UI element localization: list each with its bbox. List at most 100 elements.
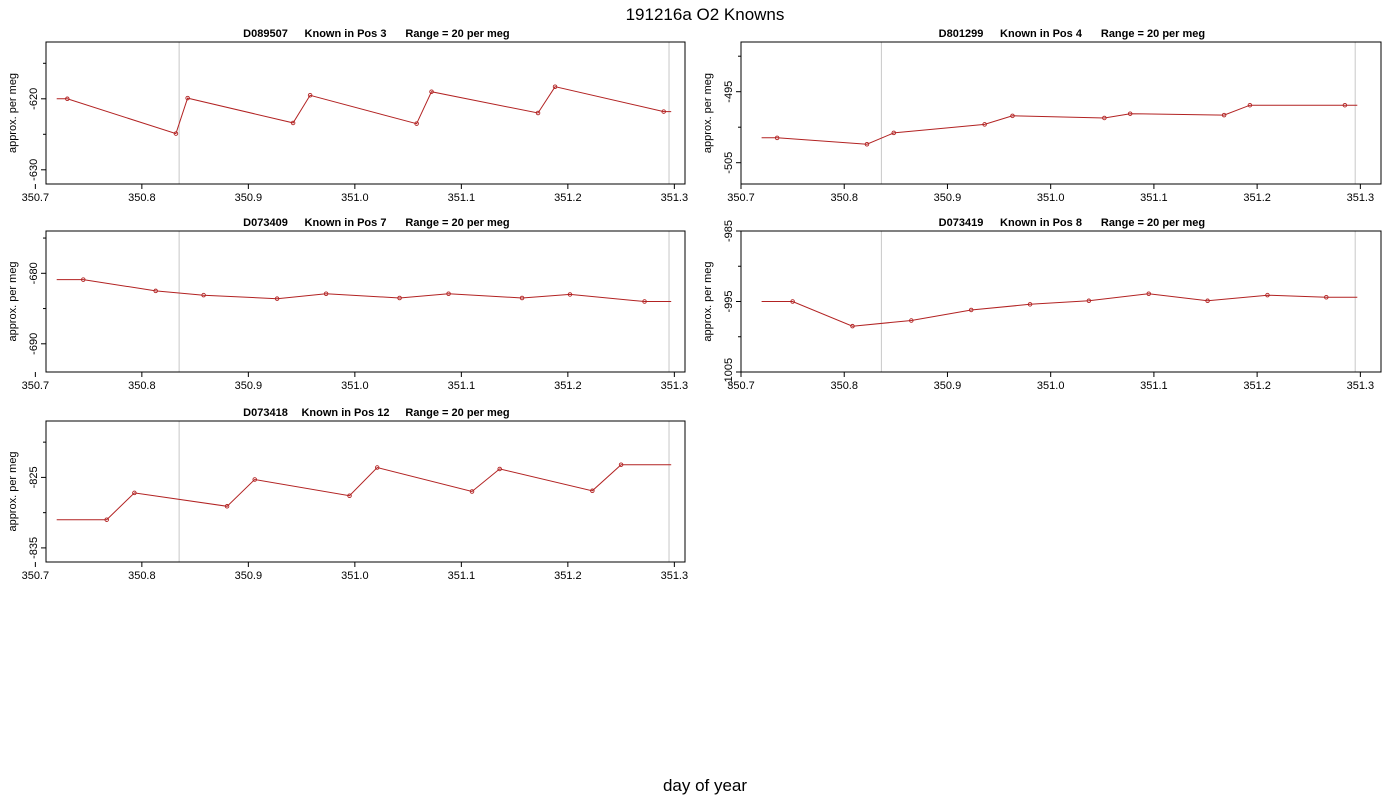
data-point	[81, 277, 86, 282]
data-point	[201, 292, 206, 298]
data-point	[1146, 291, 1151, 296]
series-line	[761, 104, 1358, 145]
data-point	[1127, 111, 1133, 116]
x-tick-label: 351.1	[448, 192, 476, 204]
y-tick-label: -495	[723, 81, 735, 103]
x-tick-label: 350.7	[727, 380, 755, 392]
x-tick-label: 350.9	[934, 192, 962, 204]
data-point	[347, 493, 352, 498]
panel-4: D073419 Known in Pos 8 Range = 20 per meg 3…	[702, 217, 1382, 392]
series-line	[56, 464, 672, 521]
data-point	[307, 92, 313, 98]
panel-title-part: Range = 20 per meg	[405, 28, 509, 40]
data-point	[374, 465, 380, 470]
panel-title-part: Range = 20 per meg	[1101, 28, 1205, 40]
data-point	[65, 96, 70, 102]
data-point	[104, 517, 109, 522]
data-point	[173, 131, 179, 136]
y-tick-label: -1005	[723, 358, 735, 386]
panel-title-part: D073418	[243, 407, 288, 419]
plot-frame	[45, 41, 686, 185]
x-tick-label: 351.1	[1140, 192, 1168, 204]
data-point	[290, 120, 296, 126]
panel-title-part: Known in Pos 4	[1000, 28, 1083, 40]
data-point	[618, 462, 624, 467]
y-tick-label: -835	[28, 537, 40, 559]
panel-title-part: Known in Pos 3	[305, 28, 387, 40]
x-tick-label: 351.0	[341, 192, 369, 204]
x-tick-label: 350.7	[22, 570, 50, 582]
data-point	[850, 323, 855, 329]
plot-frame	[45, 420, 686, 563]
panel-title-part: D089507	[243, 28, 288, 40]
x-tick-label: 351.3	[1347, 380, 1375, 392]
data-point	[252, 477, 257, 482]
y-tick-label: -630	[28, 159, 40, 181]
x-tick-label: 351.3	[1347, 192, 1375, 204]
panel-title-part: Known in Pos 12	[301, 407, 389, 419]
panel-title-part: Range = 20 per meg	[405, 217, 509, 229]
x-tick-label: 351.2	[554, 192, 582, 204]
x-tick-label: 351.2	[1243, 380, 1271, 392]
x-axis-label: day of year	[663, 776, 747, 795]
x-tick-label: 351.0	[1037, 380, 1065, 392]
data-point	[774, 135, 780, 141]
panel-5: D073418 Known in Pos 12 Range = 20 per meg…	[7, 407, 688, 582]
x-tick-label: 350.9	[934, 380, 962, 392]
x-tick-label: 351.2	[1243, 192, 1271, 204]
data-point	[153, 288, 158, 294]
data-point	[497, 466, 502, 472]
data-point	[446, 291, 451, 296]
data-point	[132, 490, 137, 496]
data-point	[661, 109, 666, 114]
data-point	[1324, 295, 1329, 300]
data-point	[968, 307, 974, 313]
plot-frame	[740, 230, 1382, 373]
panels-group: D089507 Known in Pos 3 Range = 20 per meg 3…	[7, 28, 1382, 582]
data-point	[864, 141, 870, 147]
x-tick-label: 350.8	[830, 380, 858, 392]
x-tick-label: 350.7	[22, 380, 50, 392]
panel-title-part: Known in Pos 8	[1000, 217, 1082, 229]
data-point	[891, 130, 897, 136]
x-tick-label: 351.1	[448, 570, 476, 582]
data-point	[1010, 113, 1015, 119]
data-point	[982, 122, 987, 127]
data-point	[469, 489, 475, 494]
x-tick-label: 351.1	[448, 380, 476, 392]
data-point	[274, 296, 280, 301]
data-point	[1247, 102, 1253, 108]
data-point	[397, 295, 402, 301]
figure-title: 191216a O2 Knowns	[626, 5, 785, 24]
data-point	[909, 318, 914, 323]
y-axis-label: approx. per meg	[7, 451, 19, 531]
panel-title-part: Range = 20 per meg	[1101, 217, 1205, 229]
y-axis-label: approx. per meg	[7, 73, 19, 153]
x-tick-label: 351.2	[554, 380, 582, 392]
panel-2: D801299 Known in Pos 4 Range = 20 per meg 3…	[702, 28, 1382, 204]
x-tick-label: 350.8	[128, 380, 156, 392]
panel-title-part: D073419	[939, 217, 984, 229]
data-point	[519, 295, 525, 301]
panel-title-part: Known in Pos 7	[305, 217, 387, 229]
data-point	[323, 291, 329, 296]
y-axis-label: approx. per meg	[7, 261, 19, 341]
plot-frame	[740, 41, 1382, 185]
series-line	[761, 293, 1358, 327]
y-tick-label: -680	[28, 262, 40, 284]
data-point	[1086, 298, 1092, 304]
series-line	[56, 86, 672, 135]
data-point	[590, 488, 595, 494]
data-point	[429, 89, 434, 94]
x-tick-label: 351.3	[661, 192, 689, 204]
x-tick-label: 350.8	[128, 192, 156, 204]
data-point	[414, 121, 419, 126]
panel-title-part: Range = 20 per meg	[405, 407, 509, 419]
data-point	[185, 95, 190, 101]
panel-3: D073409 Known in Pos 7 Range = 20 per meg 3…	[7, 217, 688, 392]
x-tick-label: 350.8	[830, 192, 858, 204]
x-tick-label: 350.7	[22, 192, 50, 204]
data-point	[567, 292, 573, 297]
data-point	[790, 299, 795, 304]
y-axis-label: approx. per meg	[702, 73, 714, 153]
